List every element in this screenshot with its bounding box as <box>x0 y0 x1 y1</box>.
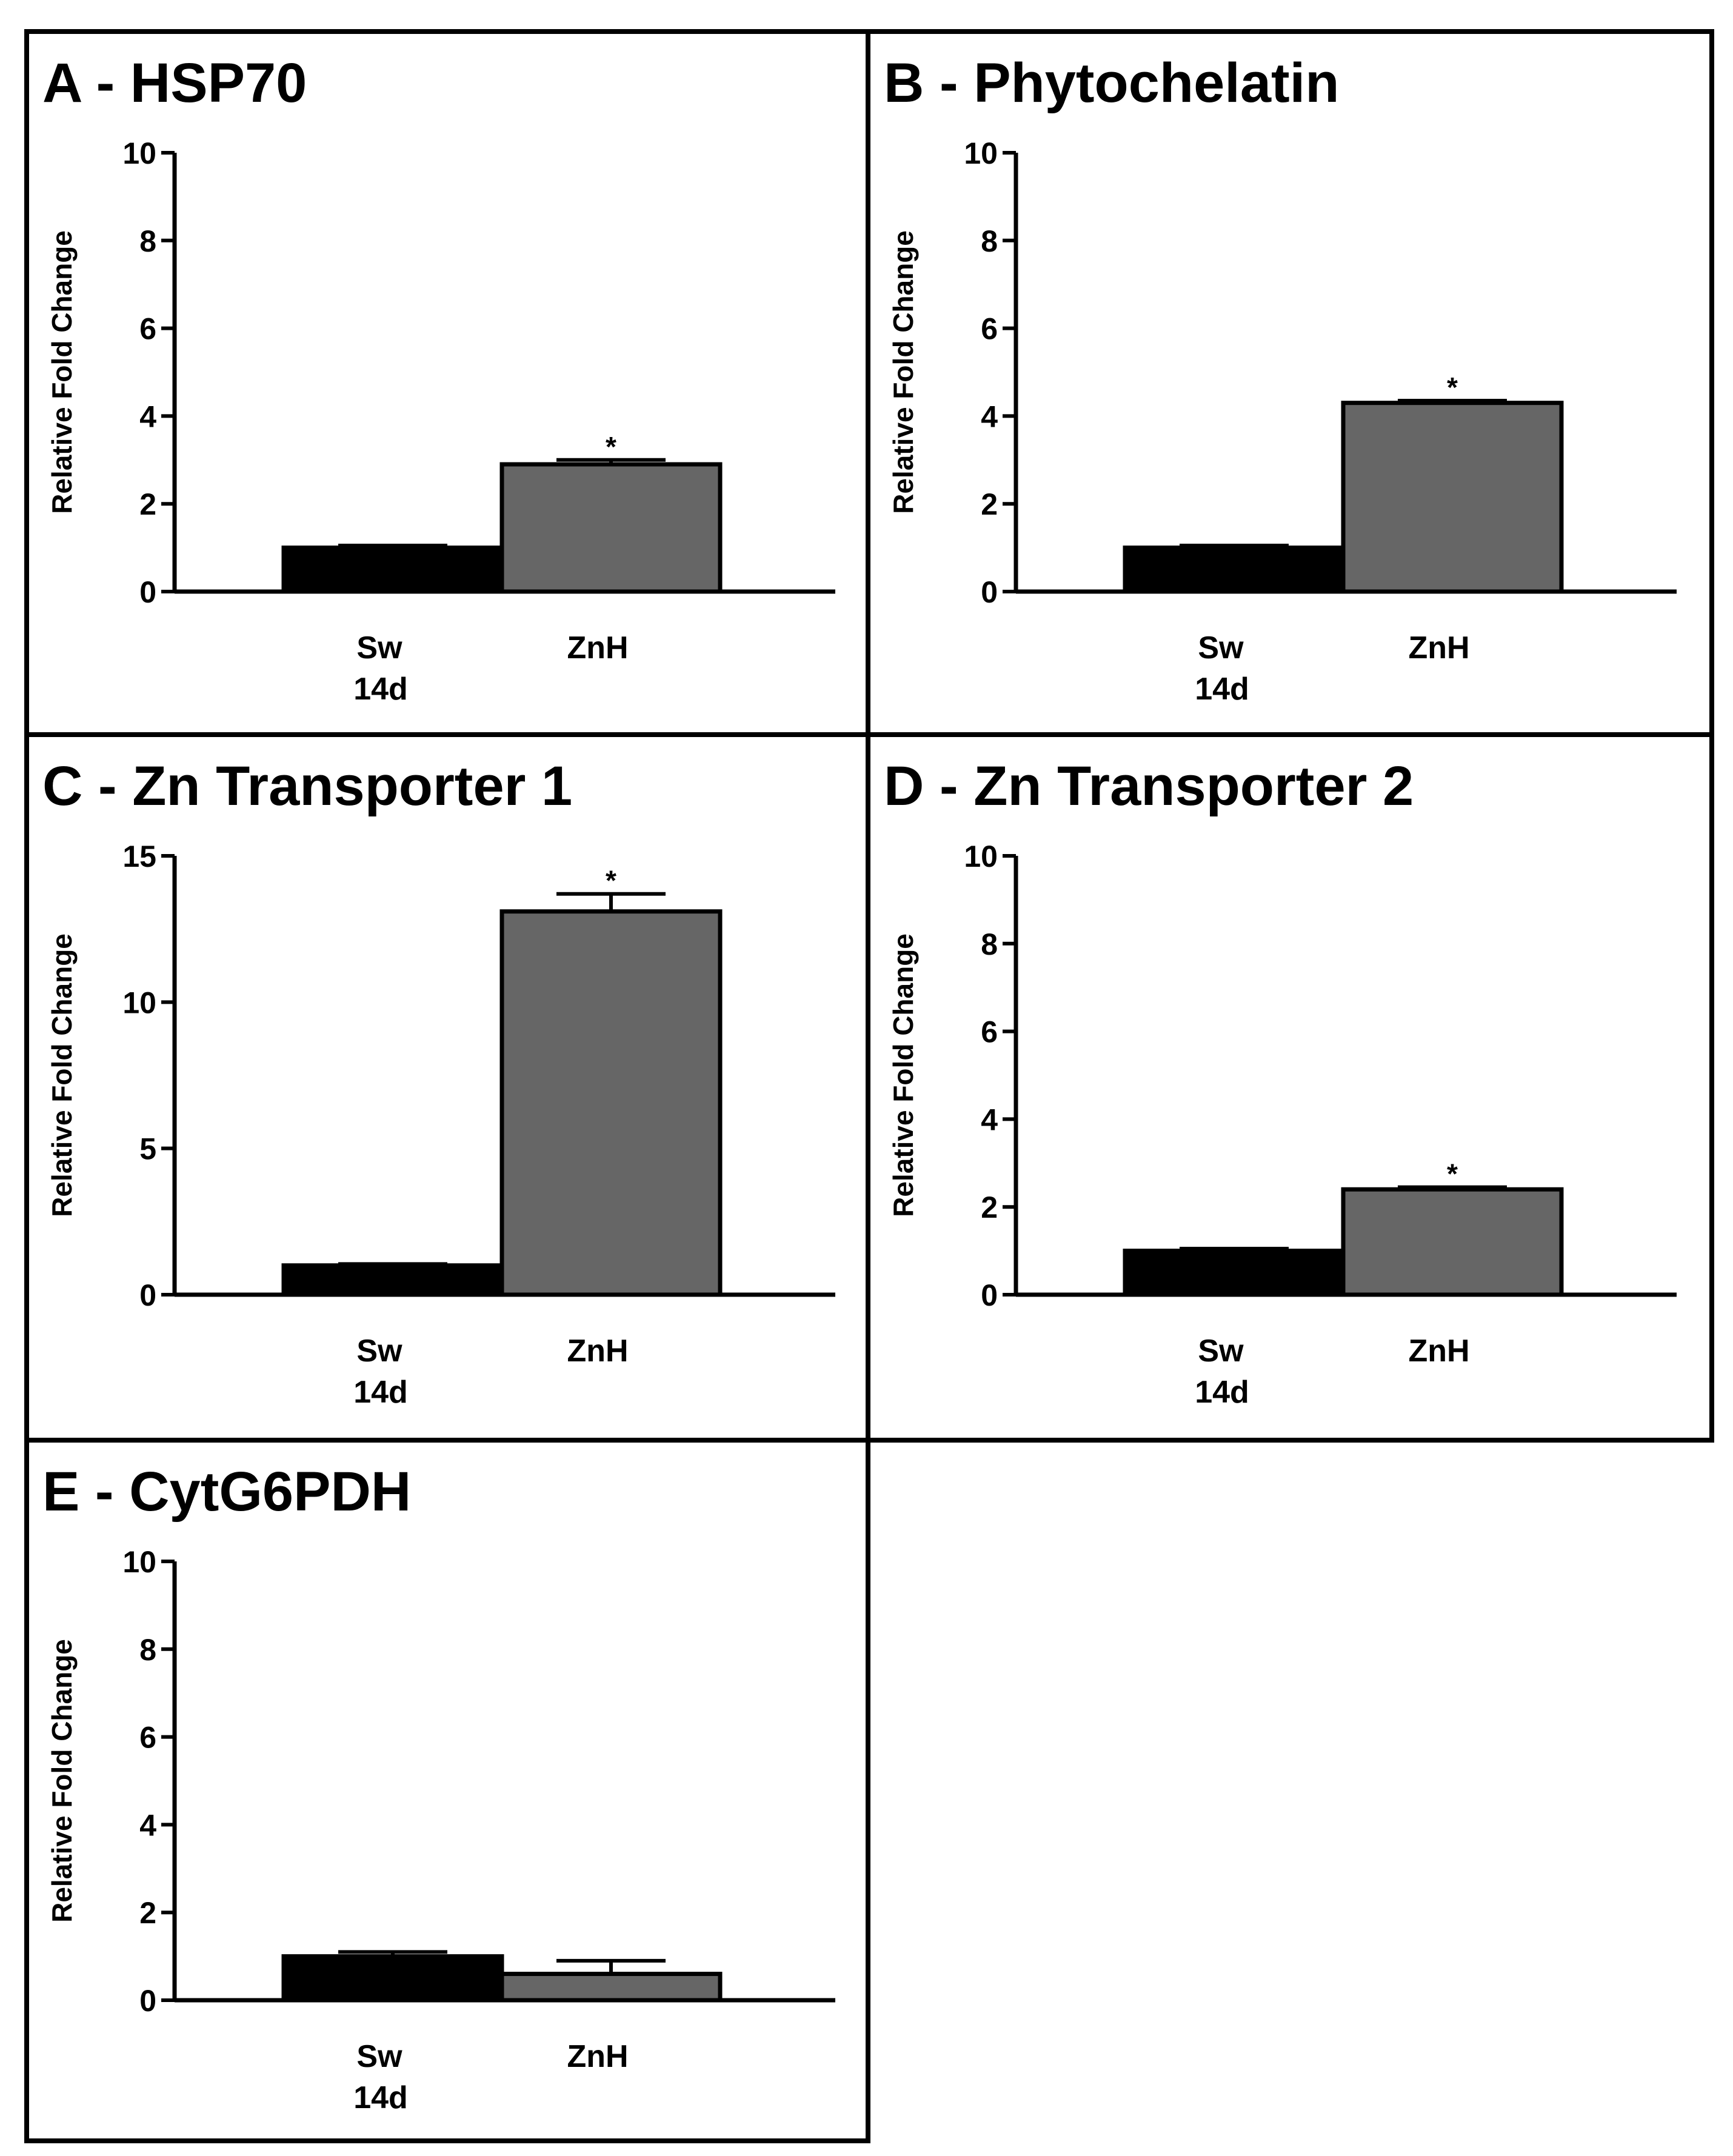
y-tick-label: 6 <box>139 1721 156 1755</box>
y-axis-label: Relative Fold Change <box>46 933 78 1217</box>
bar-sw <box>1123 1249 1346 1297</box>
significance-marker: * <box>606 865 616 896</box>
significance-marker: * <box>1447 372 1458 403</box>
y-tick-label: 10 <box>964 136 998 170</box>
y-tick-label: 10 <box>122 986 156 1020</box>
panel-e: E - CytG6PDH Relative Fold Change Sw ZnH 0 2 4… <box>24 1438 870 2143</box>
significance-marker: * <box>606 431 616 462</box>
x-axis-label: 14d <box>353 672 408 707</box>
y-tick-label: 8 <box>981 927 998 961</box>
category-label: Sw <box>356 630 402 666</box>
panel-title: B - Phytochelatin <box>884 52 1339 114</box>
chart-b: B - Phytochelatin Relative Fold Change Sw *… <box>884 52 1677 707</box>
y-tick-label: 10 <box>122 1545 156 1579</box>
y-tick-label: 2 <box>981 1190 998 1224</box>
y-tick-label: 2 <box>139 487 156 521</box>
panel-b: B - Phytochelatin Relative Fold Change Sw *… <box>866 29 1714 737</box>
category-label: Sw <box>356 1333 402 1369</box>
x-axis-label: 14d <box>353 1375 408 1410</box>
y-tick-label: 2 <box>981 487 998 521</box>
y-axis-label: Relative Fold Change <box>887 230 919 514</box>
bar-znh <box>1341 401 1564 594</box>
y-tick-label: 5 <box>139 1132 156 1166</box>
y-tick-label: 4 <box>139 1808 156 1842</box>
y-tick-label: 8 <box>981 224 998 258</box>
y-axis-label: Relative Fold Change <box>46 230 78 514</box>
y-tick-label: 2 <box>139 1896 156 1930</box>
chart-e: E - CytG6PDH Relative Fold Change Sw ZnH 0 2 4… <box>42 1461 835 2115</box>
chart-c: C - Zn Transporter 1 Relative Fold Change… <box>42 755 835 1410</box>
category-label: Sw <box>356 2039 402 2074</box>
x-axis-label: 14d <box>353 2080 408 2115</box>
y-tick-label: 0 <box>139 1278 156 1312</box>
bar-znh <box>499 909 723 1297</box>
y-tick-label: 10 <box>122 136 156 170</box>
y-tick-label: 15 <box>122 839 156 873</box>
category-label: ZnH <box>567 630 628 666</box>
category-label: ZnH <box>1408 630 1469 666</box>
y-tick-label: 0 <box>139 575 156 609</box>
bar-znh <box>499 462 723 594</box>
panel-a: A - HSP70 Relative Fold Change Sw * ZnH 0 2 4 6 8… <box>24 29 870 737</box>
y-tick-label: 6 <box>981 1015 998 1049</box>
category-label: Sw <box>1198 630 1244 666</box>
y-tick-label: 0 <box>981 1278 998 1312</box>
y-tick-label: 4 <box>981 1103 998 1136</box>
panel-title: A - HSP70 <box>42 52 307 114</box>
y-tick-label: 8 <box>139 224 156 258</box>
significance-marker: * <box>1447 1158 1458 1190</box>
y-tick-label: 10 <box>964 839 998 873</box>
bar-sw <box>281 1263 504 1297</box>
y-axis-label: Relative Fold Change <box>46 1639 78 1923</box>
y-tick-label: 4 <box>139 399 156 433</box>
panel-title: D - Zn Transporter 2 <box>884 755 1414 817</box>
y-tick-label: 0 <box>981 575 998 609</box>
bar-sw <box>281 546 504 594</box>
panel-c: C - Zn Transporter 1 Relative Fold Change… <box>24 732 870 1443</box>
y-tick-label: 6 <box>981 312 998 346</box>
x-axis-label: 14d <box>1195 1375 1249 1410</box>
y-tick-label: 6 <box>139 312 156 346</box>
bar-sw <box>281 1954 504 2003</box>
chart-a: A - HSP70 Relative Fold Change Sw * ZnH 0 2 4 6 8… <box>42 52 835 707</box>
bar-znh <box>1341 1187 1564 1297</box>
category-label: Sw <box>1198 1333 1244 1369</box>
y-tick-label: 8 <box>139 1633 156 1667</box>
y-axis-label: Relative Fold Change <box>887 933 919 1217</box>
category-label: ZnH <box>1408 1333 1469 1369</box>
category-label: ZnH <box>567 2039 628 2074</box>
x-axis-label: 14d <box>1195 672 1249 707</box>
chart-d: D - Zn Transporter 2 Relative Fold Change… <box>884 755 1677 1410</box>
bar-znh <box>499 1972 723 2003</box>
panel-d: D - Zn Transporter 2 Relative Fold Change… <box>866 732 1714 1443</box>
panel-title: E - CytG6PDH <box>42 1461 411 1523</box>
panel-title: C - Zn Transporter 1 <box>42 755 572 817</box>
y-tick-label: 0 <box>139 1984 156 2018</box>
bar-sw <box>1123 546 1346 594</box>
y-tick-label: 4 <box>981 399 998 433</box>
category-label: ZnH <box>567 1333 628 1369</box>
